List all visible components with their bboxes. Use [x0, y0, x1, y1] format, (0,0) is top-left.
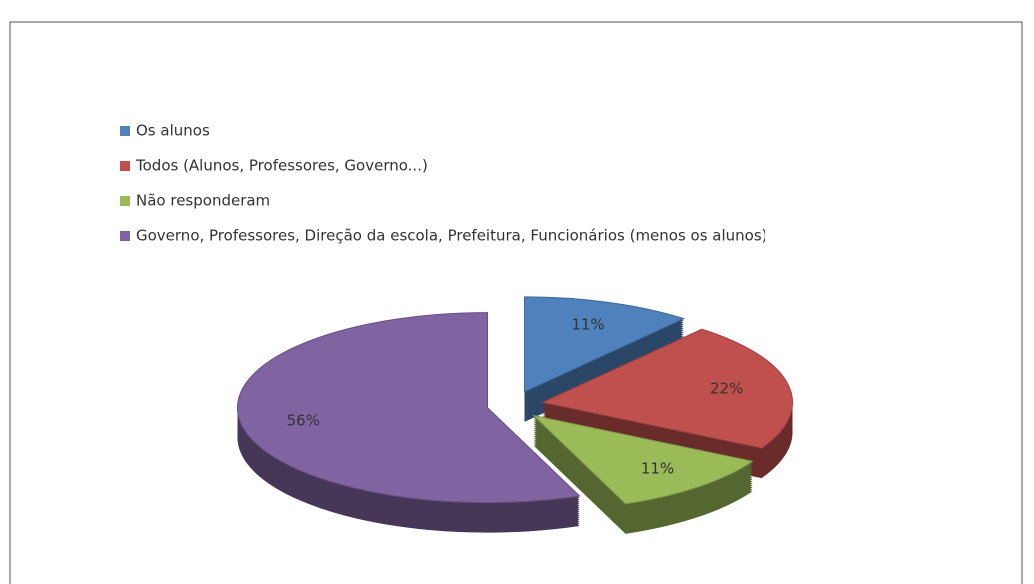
legend-label: Governo, Professores, Direção da escola,… [136, 227, 768, 245]
slice [237, 312, 581, 504]
data-label: 11% [571, 315, 604, 333]
legend-swatch [120, 126, 130, 136]
data-label: 56% [287, 411, 320, 429]
legend-swatch [120, 231, 130, 241]
pie: 11% 22% 11% 56% [237, 296, 793, 534]
legend-overlap [765, 222, 955, 246]
legend-swatch [120, 161, 130, 171]
legend-label: Os alunos [136, 122, 210, 140]
legend-label: Todos (Alunos, Professores, Governo...) [135, 157, 428, 175]
data-label: 22% [710, 380, 743, 398]
slice [540, 328, 793, 449]
slice [531, 414, 754, 505]
legend-label: Não responderam [136, 192, 270, 210]
slice [523, 296, 686, 393]
data-label: 11% [641, 459, 674, 477]
legend-swatch [120, 196, 130, 206]
legend: Os alunos Todos (Alunos, Professores, Gov… [120, 122, 955, 246]
